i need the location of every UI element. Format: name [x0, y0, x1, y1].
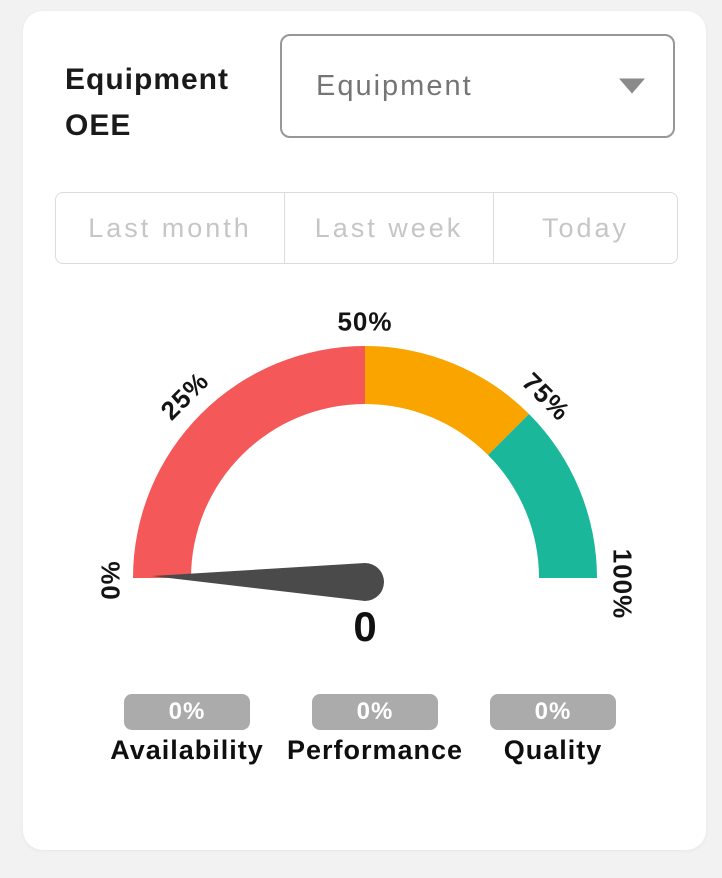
equipment-dropdown[interactable]: Equipment — [280, 34, 675, 138]
metric-badge: 0% — [490, 694, 616, 730]
title-line-1: Equipment — [65, 63, 229, 96]
gauge-value: 0 — [353, 603, 377, 650]
gauge-tick-0: 0% — [95, 560, 126, 600]
chevron-down-icon — [619, 78, 645, 94]
metric-badge: 0% — [312, 694, 438, 730]
dropdown-selected-value: Equipment — [316, 69, 473, 102]
title-line-2: OEE — [65, 109, 132, 142]
metric-badge: 0% — [124, 694, 250, 730]
metric-label: Performance — [286, 735, 464, 765]
gauge-tick-50: 50% — [337, 306, 393, 337]
metric-availability: 0% Availability — [87, 694, 287, 766]
page-title: Equipment OEE — [65, 57, 229, 149]
tab-last-month[interactable]: Last month — [56, 193, 285, 263]
gauge-tick-100: 100% — [607, 548, 638, 620]
metric-label: Availability — [110, 735, 264, 765]
metric-performance: 0% Performance — [275, 694, 475, 766]
time-filter-group: Last month Last week Today — [55, 192, 678, 264]
tab-last-week[interactable]: Last week — [285, 193, 494, 263]
tab-today[interactable]: Today — [494, 193, 677, 263]
metric-label: Quality — [503, 735, 603, 765]
metric-quality: 0% Quality — [453, 694, 653, 766]
